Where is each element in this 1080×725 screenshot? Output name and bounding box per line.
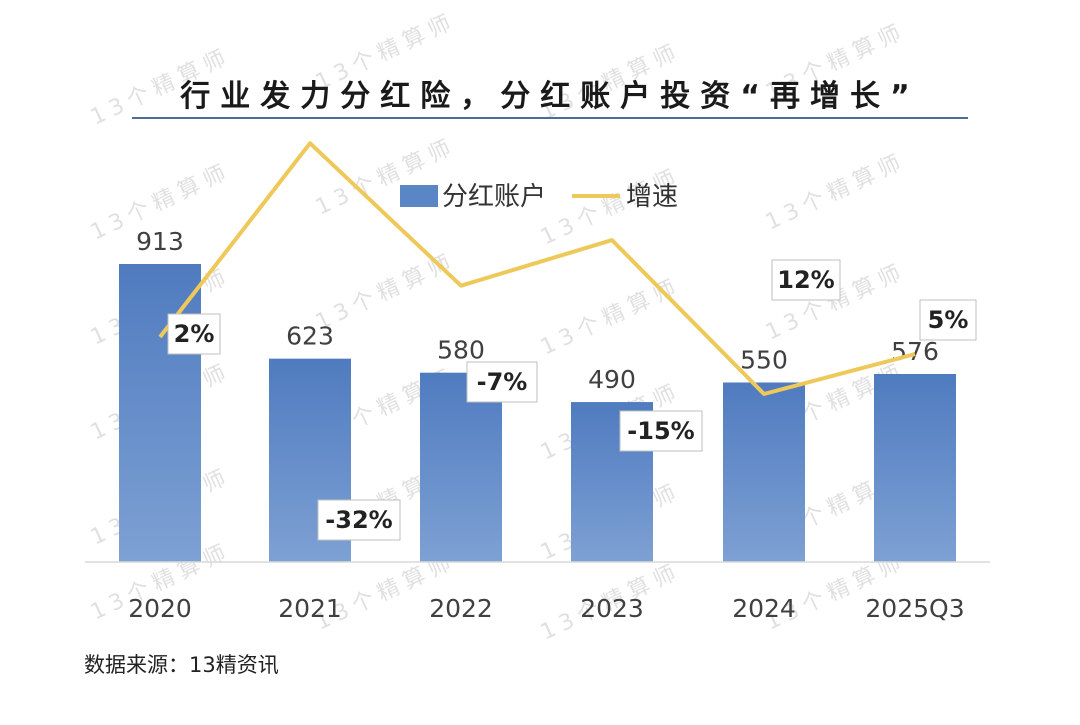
bar-value-label: 550 xyxy=(740,345,788,374)
x-tick-label: 2020 xyxy=(128,594,192,623)
bar xyxy=(119,264,201,562)
growth-rate-label: 12% xyxy=(777,266,834,294)
x-tick-label: 2024 xyxy=(732,594,796,623)
growth-callout: -7% xyxy=(466,361,538,403)
x-tick-label: 2022 xyxy=(429,594,493,623)
data-source: 数据来源：13精资讯 xyxy=(84,653,279,677)
watermark-text: 13个精算师 xyxy=(537,274,685,361)
x-tick-label: 2021 xyxy=(278,594,342,623)
growth-line xyxy=(158,141,916,396)
bar-value-label: 913 xyxy=(136,227,184,256)
x-tick-label: 2023 xyxy=(580,594,644,623)
watermark-text: 13个精算师 xyxy=(762,149,910,236)
growth-callout-box xyxy=(466,361,538,403)
watermark-text: 13个精算师 xyxy=(312,134,460,221)
growth-callout-box xyxy=(771,259,841,301)
legend-label-bar: 分红账户 xyxy=(442,182,546,212)
legend-swatch-bar xyxy=(400,185,438,207)
x-axis-ticks: 2020 2021 2022 2023 2024 2025Q3 xyxy=(128,594,964,623)
growth-callout: 12% xyxy=(771,259,841,301)
legend-label-line: 增速 xyxy=(626,182,678,212)
growth-callout-box xyxy=(919,299,977,341)
legend: 分红账户 增速 xyxy=(400,182,678,212)
growth-callout-box xyxy=(619,410,703,452)
growth-callout: -32% xyxy=(317,499,401,541)
bar-value-label: 490 xyxy=(588,365,636,394)
growth-rate-label: -15% xyxy=(627,417,694,445)
growth-callout-box xyxy=(167,313,221,355)
bar-value-label: 576 xyxy=(891,337,939,366)
growth-line-series: 2% -32% -7% -15% 12% 5% xyxy=(158,141,977,541)
bar xyxy=(723,382,805,562)
chart-title: 行业发力分红险，分红账户投资“再增长” xyxy=(179,79,919,114)
bar-value-label: 580 xyxy=(437,336,485,365)
growth-rate-label: 5% xyxy=(928,306,969,334)
growth-callout: 5% xyxy=(919,299,977,341)
bar-value-label: 623 xyxy=(286,322,334,351)
bar-series: 913 623 580 490 550 576 xyxy=(119,227,956,562)
growth-rate-label: -7% xyxy=(477,368,528,396)
growth-rate-label: 2% xyxy=(174,320,215,348)
growth-callout: -15% xyxy=(619,410,703,452)
growth-rate-label: -32% xyxy=(325,506,392,534)
bar xyxy=(874,373,956,562)
growth-callout-box xyxy=(317,499,401,541)
bar xyxy=(420,372,502,562)
growth-callout: 2% xyxy=(167,313,221,355)
x-tick-label: 2025Q3 xyxy=(865,594,964,623)
